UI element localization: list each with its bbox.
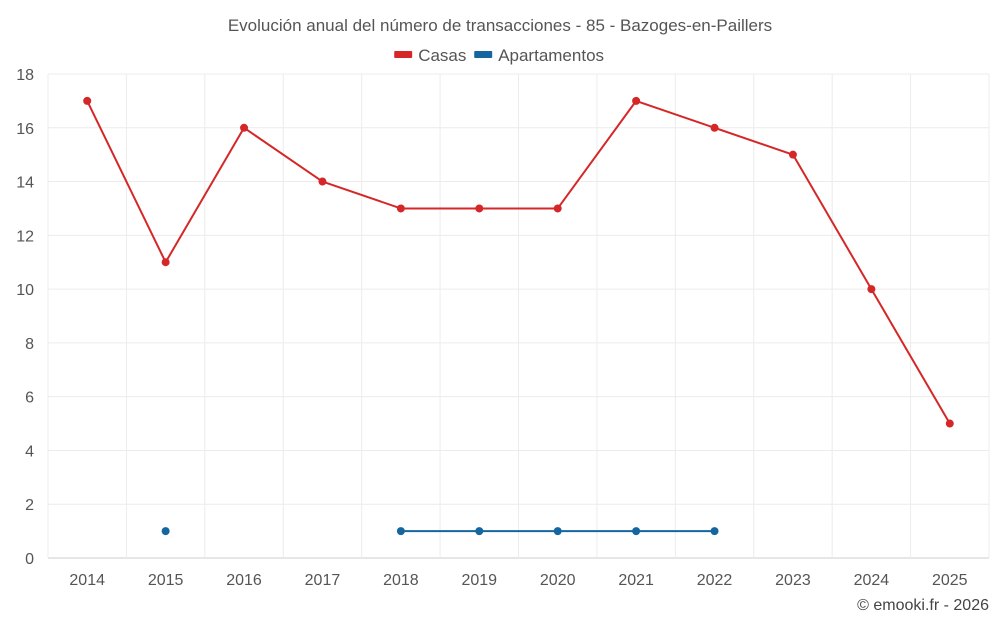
x-tick-label: 2015	[148, 572, 184, 589]
legend-item-casas[interactable]: Casas	[394, 46, 466, 65]
data-point-apartamentos-2022[interactable]	[710, 527, 719, 536]
x-tick-label: 2025	[932, 572, 968, 589]
x-tick-label: 2016	[226, 572, 262, 589]
x-tick-label: 2021	[618, 572, 654, 589]
x-tick-label: 2022	[697, 572, 733, 589]
x-tick-label: 2018	[383, 572, 419, 589]
x-tick-label: 2014	[69, 572, 105, 589]
series-layer	[83, 96, 954, 536]
data-point-casas-2016[interactable]	[240, 123, 249, 132]
data-point-casas-2020[interactable]	[553, 204, 562, 213]
y-tick-label: 12	[16, 228, 34, 245]
data-point-casas-2014[interactable]	[83, 96, 92, 105]
series-casas	[83, 96, 954, 428]
x-tick-label: 2020	[540, 572, 576, 589]
data-point-casas-2018[interactable]	[396, 204, 405, 213]
x-tick-label: 2023	[775, 572, 811, 589]
x-tick-label: 2024	[854, 572, 890, 589]
y-tick-label: 18	[16, 67, 34, 84]
x-tick-label: 2017	[305, 572, 341, 589]
legend-label: Casas	[418, 46, 466, 65]
series-apartamentos	[161, 527, 719, 536]
legend-label: Apartamentos	[498, 46, 604, 65]
credit-text: © emooki.fr - 2026	[857, 597, 989, 614]
grid-lines	[47, 73, 990, 559]
data-point-apartamentos-2021[interactable]	[632, 527, 641, 536]
y-tick-label: 8	[25, 336, 34, 353]
data-point-casas-2015[interactable]	[161, 258, 170, 267]
x-tick-label: 2019	[461, 572, 497, 589]
legend-item-apartamentos[interactable]: Apartamentos	[474, 46, 604, 65]
legend-swatch	[394, 51, 413, 58]
data-point-casas-2023[interactable]	[788, 150, 797, 159]
legend-swatch	[474, 51, 493, 58]
legend: Casas Apartamentos	[394, 46, 604, 65]
y-tick-label: 2	[25, 497, 34, 514]
y-tick-label: 6	[25, 390, 34, 407]
data-point-casas-2017[interactable]	[318, 177, 327, 186]
y-tick-label: 10	[16, 282, 34, 299]
data-point-apartamentos-2020[interactable]	[553, 527, 562, 536]
data-point-casas-2022[interactable]	[710, 123, 719, 132]
data-point-apartamentos-2018[interactable]	[396, 527, 405, 536]
data-point-apartamentos-2019[interactable]	[475, 527, 484, 536]
chart-title: Evolución anual del número de transaccio…	[228, 16, 772, 35]
data-point-casas-2021[interactable]	[632, 96, 641, 105]
y-tick-label: 4	[25, 443, 34, 460]
series-line-casas	[86, 99, 951, 425]
y-tick-label: 14	[16, 175, 34, 192]
data-point-casas-2025[interactable]	[945, 419, 954, 428]
data-point-casas-2024[interactable]	[867, 285, 876, 294]
y-tick-label: 0	[25, 551, 34, 568]
x-axis: 2014 2015 2016 2017 2018 2019 2020 2021 2022 2023…	[69, 572, 967, 589]
data-point-casas-2019[interactable]	[475, 204, 484, 213]
data-point-apartamentos-2015[interactable]	[161, 527, 170, 536]
y-tick-label: 16	[16, 121, 34, 138]
y-axis: 0 2 4 6 8 10 12 14 16 18	[16, 67, 34, 568]
